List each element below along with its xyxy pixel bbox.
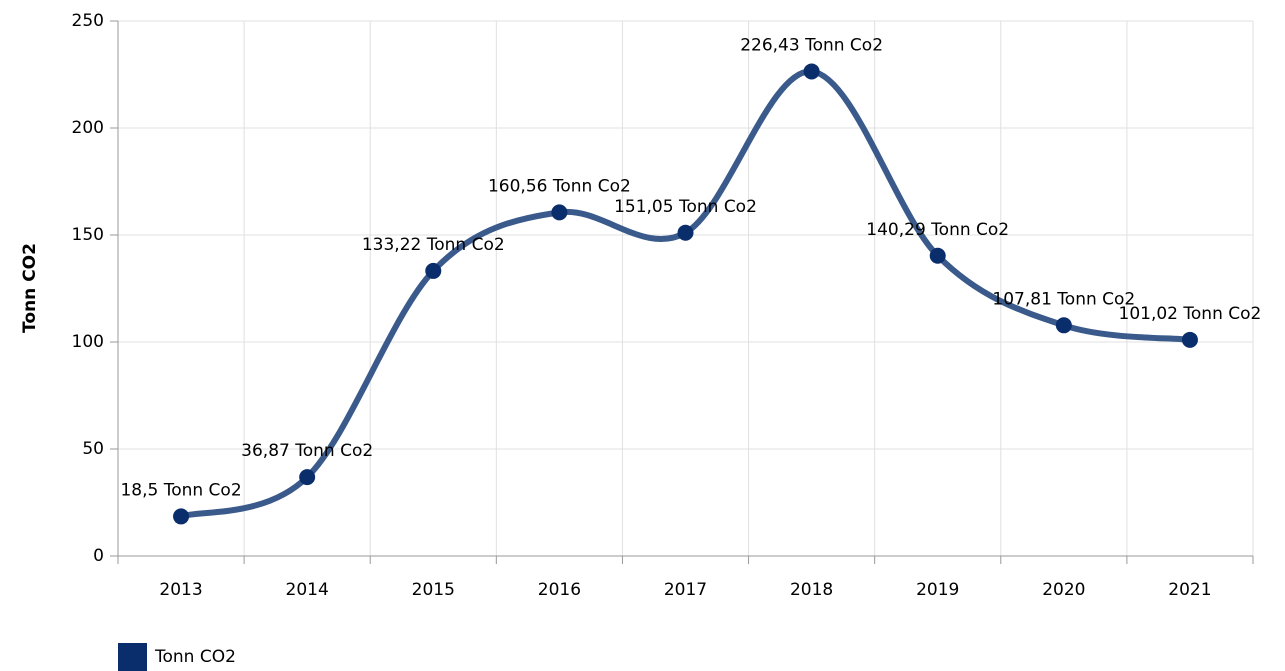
legend-label: Tonn CO2 [154, 647, 236, 667]
data-label: 107,81 Tonn Co2 [992, 289, 1135, 309]
y-axis-label: Tonn CO2 [20, 243, 40, 333]
data-label: 140,29 Tonn Co2 [866, 220, 1009, 240]
x-tick-label: 2014 [286, 580, 329, 600]
x-tick-label: 2019 [916, 580, 959, 600]
x-tick-label: 2013 [159, 580, 202, 600]
data-label: 226,43 Tonn Co2 [740, 35, 883, 55]
legend-swatch [118, 643, 147, 671]
x-tick-label: 2015 [412, 580, 455, 600]
data-label: 160,56 Tonn Co2 [488, 176, 631, 196]
point [1181, 331, 1198, 348]
x-tick-label: 2017 [664, 580, 707, 600]
point [1055, 317, 1072, 334]
data-label: 101,02 Tonn Co2 [1119, 304, 1262, 324]
data-label: 133,22 Tonn Co2 [362, 235, 505, 255]
y-tick-label: 150 [72, 225, 104, 245]
point [299, 469, 316, 486]
point [551, 204, 568, 221]
point [803, 63, 820, 80]
y-tick-label: 50 [82, 439, 104, 459]
x-tick-label: 2021 [1168, 580, 1211, 600]
y-tick-label: 200 [72, 118, 104, 138]
point [425, 262, 442, 279]
data-label: 18,5 Tonn Co2 [120, 480, 241, 500]
y-tick-label: 250 [72, 11, 104, 31]
data-label: 151,05 Tonn Co2 [614, 197, 757, 217]
point [929, 247, 946, 264]
x-tick-label: 2020 [1042, 580, 1085, 600]
y-tick-label: 100 [72, 332, 104, 352]
x-tick-label: 2016 [538, 580, 581, 600]
data-label: 36,87 Tonn Co2 [241, 441, 373, 461]
x-tick-label: 2018 [790, 580, 833, 600]
point [677, 224, 694, 241]
y-tick-label: 0 [93, 546, 104, 566]
point [173, 508, 190, 525]
